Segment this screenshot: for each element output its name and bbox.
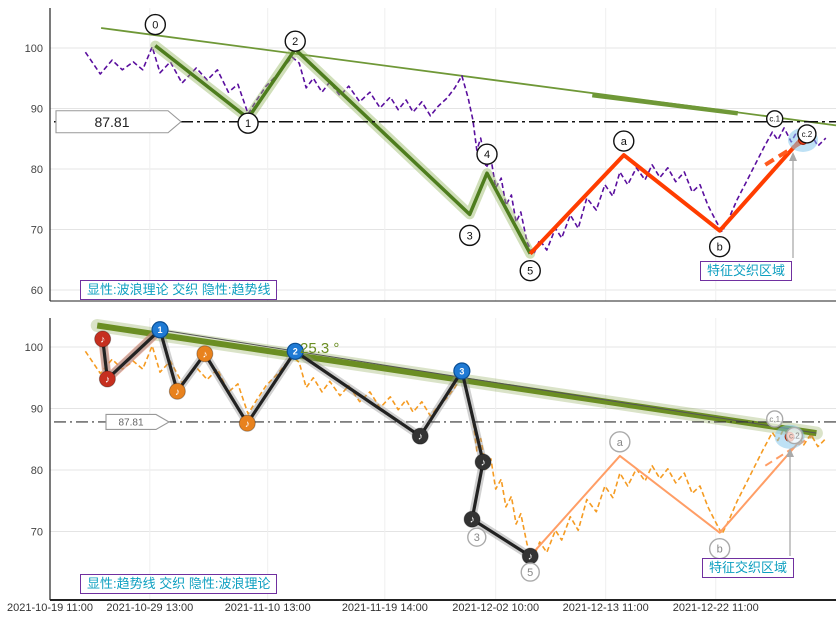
wave-label-text: 5 <box>527 567 533 579</box>
callout-arrow-head <box>789 152 797 161</box>
note-marker <box>411 427 429 445</box>
panel1-region-label: 特征交织区域 <box>700 261 793 281</box>
panel2-region-label: 特征交织区域 <box>702 558 795 578</box>
pivot-connector-thin <box>159 329 817 434</box>
note-icon: ♪ <box>100 335 105 346</box>
trend-line-bold <box>592 92 739 116</box>
note-marker <box>98 370 116 388</box>
wave-label-circle <box>476 143 498 165</box>
wave-label-circle <box>765 410 784 428</box>
price-level-banner <box>105 413 171 431</box>
y-tick-label: 80 <box>31 465 43 477</box>
wave-label-text: 3 <box>474 532 480 544</box>
wave-label-text: 3 <box>467 230 473 242</box>
y-tick-label: 100 <box>25 43 43 55</box>
wave-label-text: 1 <box>245 118 251 130</box>
wave-label-circle <box>609 431 631 453</box>
panel-wave-explicit: 60 70 80 90 100 87.81 0 1 2 3 4 5 a b c.1 c.2 <box>25 8 837 302</box>
panel1-legend: 显性:波浪理论 交织 隐性:趋势线 <box>80 280 278 300</box>
y-tick-label: 80 <box>31 164 43 176</box>
wave-impulse-0-5 <box>154 44 532 255</box>
wave-label-text: c.2 <box>789 431 800 440</box>
note-marker <box>168 382 186 400</box>
wave-label-circle <box>765 110 784 128</box>
y-tick-label: 70 <box>31 225 43 237</box>
wave-label-circle <box>144 13 167 36</box>
pivot-number-marker <box>286 342 304 360</box>
pivot-number-marker <box>151 321 169 339</box>
wave-label-text: a <box>621 136 628 148</box>
wave-label-circle <box>785 426 804 445</box>
wave-label-circle <box>459 224 481 247</box>
x-tick-label: 2021-10-19 11:00 <box>7 602 93 614</box>
panel2-legend: 显性:趋势线 交织 隐性:波浪理论 <box>80 574 278 594</box>
wave-label-circle <box>797 124 817 144</box>
pivot-number: 3 <box>459 366 464 376</box>
pivot-number: 1 <box>158 325 163 335</box>
x-tick-label: 2021-11-10 13:00 <box>225 602 311 614</box>
note-icon: ♪ <box>105 374 110 385</box>
note-icon: ♪ <box>245 419 250 430</box>
y-tick-label: 100 <box>25 342 43 354</box>
wave-label-circle <box>708 236 731 258</box>
y-tick-label: 70 <box>31 527 43 539</box>
x-tick-label: 2021-12-13 11:00 <box>563 602 649 614</box>
wave-label-circle <box>613 130 635 152</box>
pivot-number-marker <box>453 362 471 380</box>
wave-label-circle <box>519 260 541 282</box>
x-tick-label: 2021-12-22 11:00 <box>673 602 759 614</box>
pivot-number: 2 <box>293 347 298 357</box>
wave-label-circle <box>284 30 306 52</box>
wave-label-text: c.2 <box>802 130 813 139</box>
price-line <box>84 344 827 559</box>
price-level-value: 87.81 <box>118 418 143 429</box>
note-marker <box>94 330 112 348</box>
wave-label-text: 0 <box>152 20 158 32</box>
wave-label-text: b <box>717 242 723 254</box>
wave-label-text: 4 <box>484 149 490 161</box>
x-tick-label: 2021-10-29 13:00 <box>106 602 193 614</box>
x-tick-label: 2021-11-19 14:00 <box>342 602 428 614</box>
price-line <box>84 45 827 256</box>
wave-label-text: 5 <box>527 266 533 278</box>
note-icon: ♪ <box>175 387 180 398</box>
y-tick-label: 90 <box>31 404 43 416</box>
y-tick-label: 90 <box>31 104 43 116</box>
note-icon: ♪ <box>418 432 423 443</box>
note-icon: ♪ <box>528 552 533 563</box>
trend-angle-label: 25.3 ° <box>300 340 340 357</box>
price-level-banner <box>55 110 182 134</box>
wave-label-circle <box>467 527 487 547</box>
wave-abc-faded <box>529 436 804 557</box>
wave-abc <box>528 135 805 256</box>
note-icon: ♪ <box>481 458 486 469</box>
note-marker <box>463 510 481 528</box>
wave-label-text: c.1 <box>769 115 780 124</box>
panel-trend-explicit: 70 80 90 100 87.81 ♪ ♪ 1 ♪ ♪ ♪ 2 ♪ 3 ♪ ♪ ♪ 3 5 a b c.1 c.2 <box>25 318 836 601</box>
note-icon: ♪ <box>202 349 207 360</box>
note-marker <box>196 345 214 363</box>
wave-label-text: 2 <box>292 36 298 48</box>
x-tick-label: 2021-12-02 10:00 <box>452 602 539 614</box>
price-level-value: 87.81 <box>94 114 129 130</box>
note-marker <box>238 414 256 432</box>
wave-label-circle <box>237 112 259 134</box>
wave-label-text: b <box>717 544 723 556</box>
feature-path <box>101 328 532 558</box>
wave-label-text: a <box>617 437 624 449</box>
note-icon: ♪ <box>470 515 475 526</box>
callout-arrow-head <box>786 448 794 457</box>
wave-label-text: c.1 <box>769 415 780 424</box>
wave-label-circle <box>520 562 540 582</box>
note-marker <box>474 453 492 471</box>
y-tick-label: 60 <box>31 285 43 297</box>
